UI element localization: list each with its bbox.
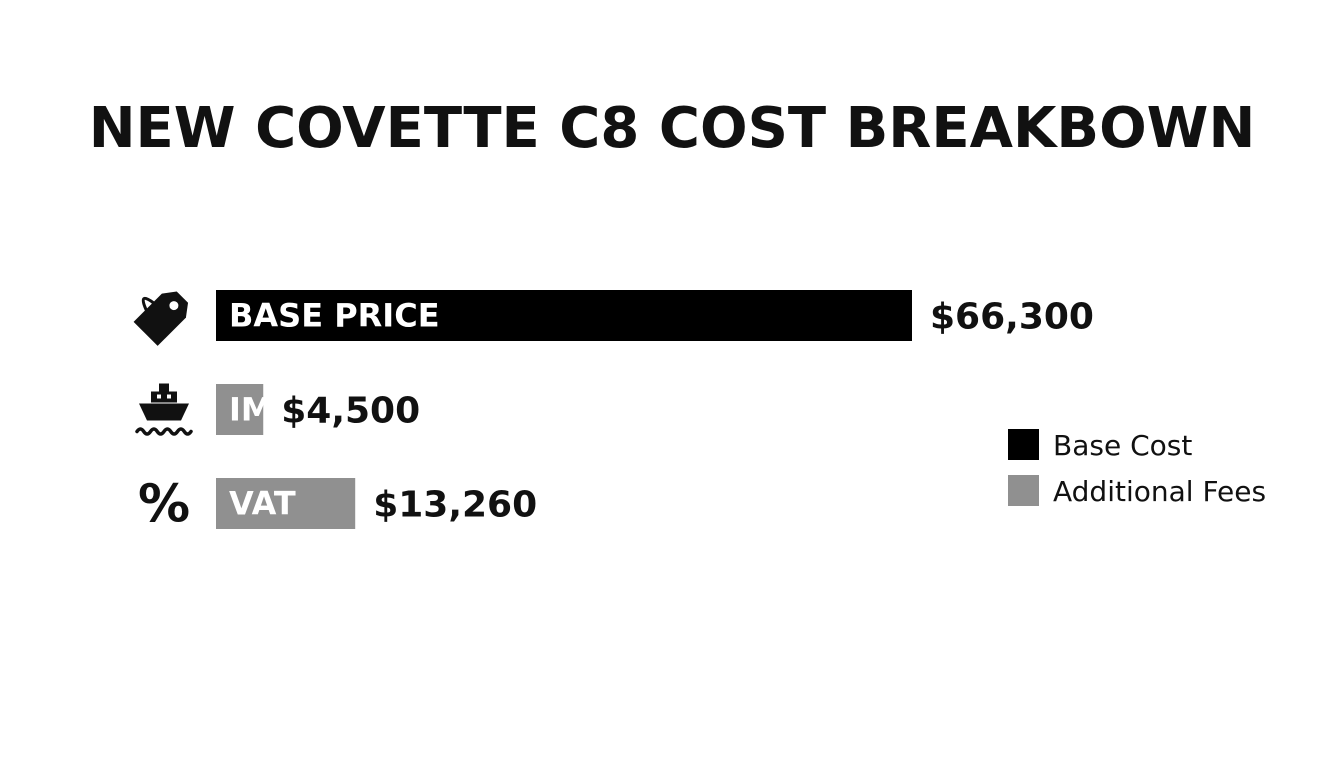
bar-import-duty	[216, 384, 264, 435]
legend-label-base-cost: Base Cost	[1053, 429, 1192, 462]
legend-swatch-base-cost	[1008, 429, 1039, 460]
bar-label-base-price: BASE PRICE	[229, 297, 440, 335]
legend-label-additional-fees: Additional Fees	[1053, 475, 1266, 508]
icons-layer: %	[133, 291, 193, 535]
value-label-import-duty: $4,500	[281, 391, 420, 432]
ship-icon	[135, 383, 193, 436]
legend-swatch-additional-fees	[1008, 475, 1039, 506]
percent-icon: %	[138, 475, 190, 535]
value-label-base-price: $66,300	[930, 297, 1094, 338]
value-label-vat: $13,260	[373, 485, 537, 526]
svg-text:%: %	[138, 475, 190, 535]
bars-layer: BASE PRICE $66,300 IMPORT DUTY$4,500 VAT $13…	[216, 290, 1094, 529]
chart-title: NEW COVETTE C8 COST BREAKBOWN	[89, 96, 1256, 161]
legend: Base Cost Additional Fees	[1008, 429, 1266, 508]
bar-base-price	[216, 290, 912, 341]
bar-vat	[216, 478, 356, 529]
bar-label-vat: VAT	[229, 485, 296, 523]
bar-label-import-duty: IMPORT DUTY	[229, 391, 478, 429]
price-tag-icon	[133, 291, 189, 346]
